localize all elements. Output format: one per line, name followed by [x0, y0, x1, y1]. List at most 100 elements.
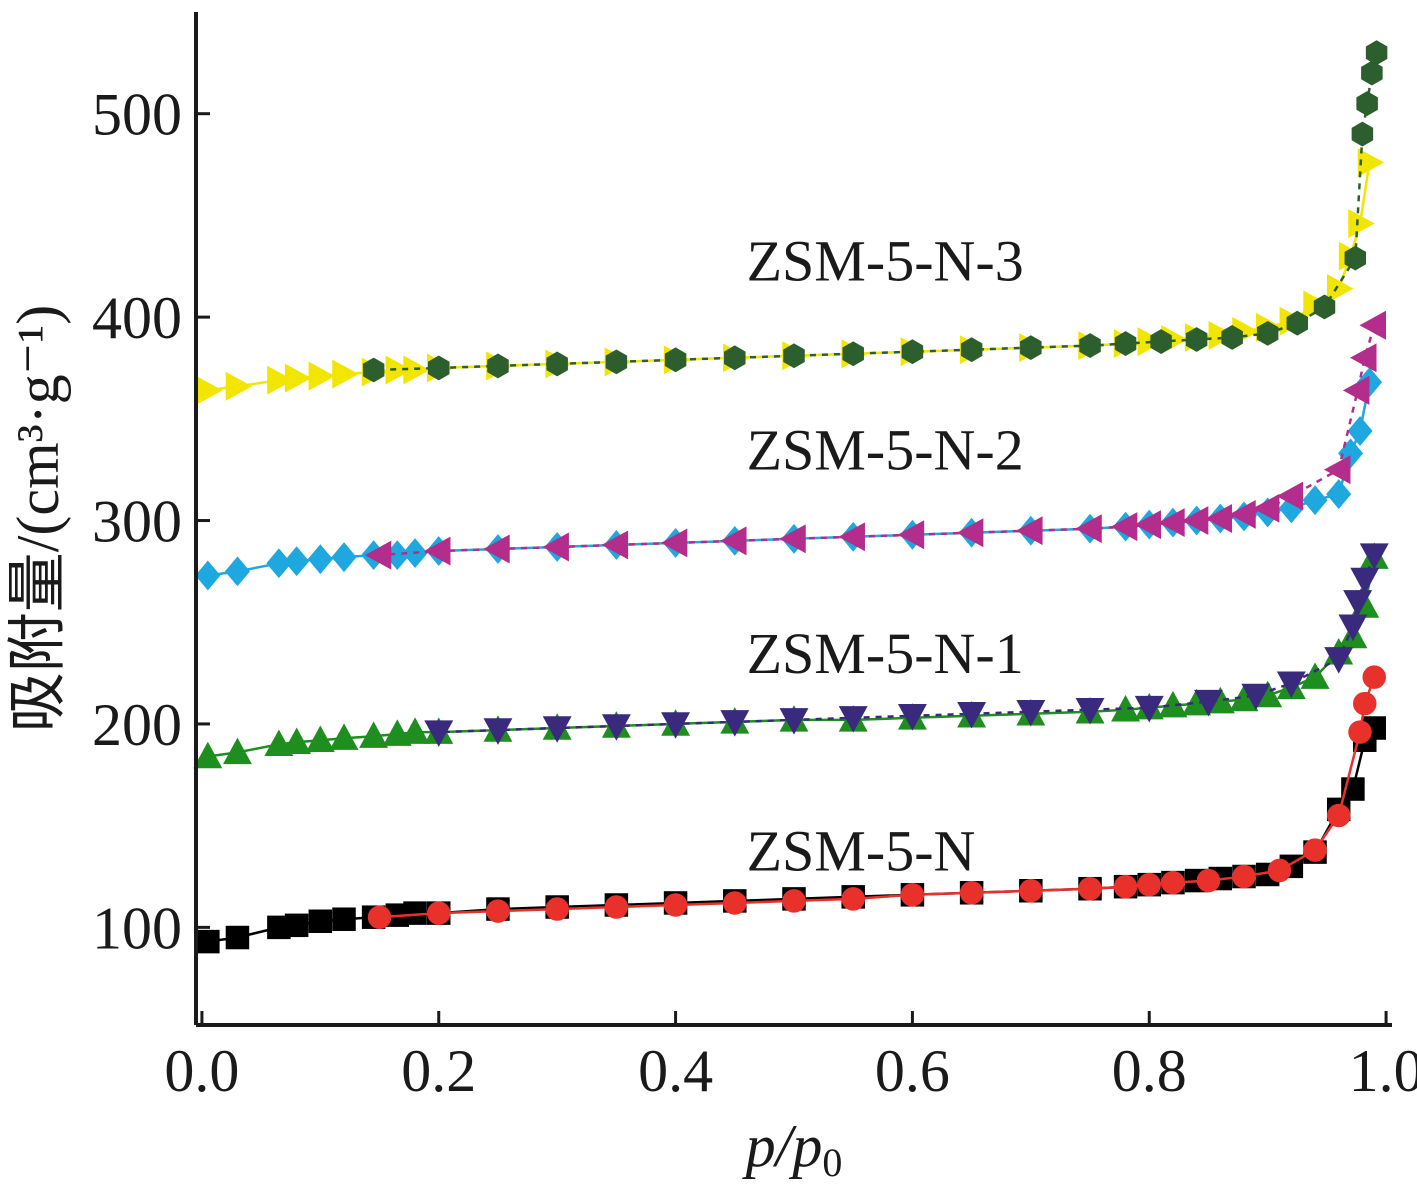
data-point — [660, 528, 688, 558]
data-point — [400, 717, 430, 744]
data-point — [367, 905, 392, 929]
data-point — [1344, 245, 1367, 271]
data-point — [1348, 720, 1372, 744]
data-point — [1347, 416, 1373, 446]
data-point — [604, 895, 629, 919]
data-point — [1114, 331, 1137, 356]
data-point — [331, 542, 357, 573]
data-point — [196, 929, 220, 954]
x-tick-label: 0.8 — [1112, 1038, 1187, 1104]
data-point — [1348, 209, 1375, 239]
data-point — [1324, 647, 1354, 674]
data-point — [782, 889, 806, 913]
data-point — [542, 716, 572, 743]
data-point — [284, 546, 310, 577]
data-point — [1110, 512, 1138, 542]
series-zsm-5-n-3-desorption — [362, 40, 1388, 383]
x-tick-label: 0.0 — [164, 1038, 239, 1104]
data-point — [284, 363, 312, 393]
data-point — [661, 712, 691, 739]
data-point — [664, 347, 687, 373]
series-layer — [193, 40, 1389, 954]
y-axis-ticks: 100 200 300 400 500 — [92, 82, 210, 961]
data-point — [1365, 40, 1388, 66]
data-point — [222, 737, 252, 765]
data-point — [1221, 325, 1243, 350]
x-axis-title: p/p0 — [742, 1113, 843, 1181]
data-point — [1313, 294, 1336, 320]
x-axis-title-subscript: 0 — [822, 1140, 842, 1181]
curve-labels: ZSM-5-N-3 ZSM-5-N-2 ZSM-5-N-1 ZSM-5-N — [747, 229, 1024, 884]
series-zsm-5-n-1-desorption — [424, 543, 1389, 747]
data-point — [1193, 689, 1223, 717]
data-point — [329, 723, 359, 750]
data-point — [308, 361, 336, 391]
data-point — [720, 526, 747, 556]
data-point — [284, 913, 309, 938]
data-point — [1338, 614, 1368, 642]
data-point — [1205, 504, 1233, 533]
data-point — [1357, 148, 1385, 177]
data-point — [957, 702, 987, 729]
x-axis-ticks: 0.0 0.2 0.4 0.6 0.8 1.0 — [164, 1011, 1417, 1104]
data-point — [1252, 493, 1280, 523]
data-point — [1350, 567, 1380, 595]
data-point — [385, 355, 413, 385]
y-tick-label: 200 — [92, 692, 182, 758]
data-point — [193, 741, 223, 769]
data-point — [1241, 683, 1271, 711]
data-point — [1016, 699, 1046, 727]
data-point — [424, 720, 454, 747]
data-point — [308, 909, 333, 934]
data-point — [1019, 878, 1043, 903]
data-point — [1185, 327, 1208, 352]
data-point — [545, 897, 569, 921]
data-point — [1323, 455, 1351, 485]
data-point — [483, 718, 513, 745]
data-point — [1075, 514, 1102, 544]
data-point — [723, 891, 747, 915]
data-point — [1359, 310, 1386, 340]
data-point — [1361, 60, 1383, 86]
data-point — [956, 518, 984, 548]
data-point — [1267, 858, 1292, 883]
data-point — [959, 881, 984, 905]
data-point — [1302, 485, 1328, 516]
data-point — [224, 556, 250, 587]
data-point — [362, 357, 385, 383]
data-point — [779, 708, 809, 735]
data-point — [1075, 697, 1105, 725]
data-point — [1359, 543, 1389, 570]
data-point — [1303, 838, 1327, 862]
data-point — [897, 520, 925, 550]
data-point — [546, 351, 568, 377]
data-point — [225, 371, 253, 401]
data-point — [332, 359, 359, 389]
data-point — [1016, 516, 1043, 546]
data-point — [1276, 481, 1304, 511]
data-point — [1113, 874, 1138, 899]
curve-label: ZSM-5-N — [747, 818, 976, 883]
data-point — [960, 337, 983, 363]
data-point — [1137, 872, 1161, 897]
data-point — [663, 893, 688, 917]
data-point — [1349, 343, 1377, 373]
data-point — [1232, 864, 1256, 889]
data-point — [225, 925, 250, 950]
data-point — [1181, 506, 1209, 535]
data-point — [1326, 274, 1354, 304]
data-point — [601, 714, 631, 741]
data-point — [1256, 320, 1279, 346]
data-point — [1196, 868, 1221, 893]
data-point — [1351, 121, 1374, 147]
data-point — [427, 901, 451, 925]
data-point — [332, 907, 356, 931]
x-tick-label: 0.6 — [875, 1038, 950, 1104]
data-point — [359, 721, 389, 748]
data-point — [1079, 333, 1101, 359]
data-point — [605, 349, 628, 375]
data-point — [1300, 662, 1330, 689]
data-point — [1356, 91, 1378, 116]
